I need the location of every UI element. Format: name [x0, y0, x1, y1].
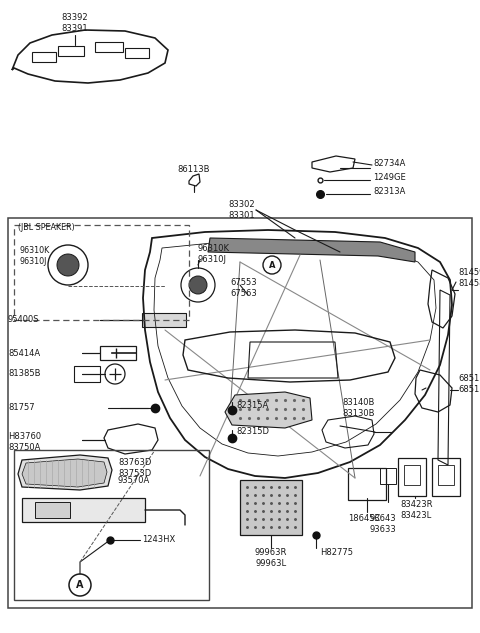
Bar [404, 465, 420, 485]
Text: 83302
83301: 83302 83301 [228, 200, 255, 220]
Bar [438, 465, 454, 485]
Polygon shape [18, 455, 112, 490]
Text: 82315A: 82315A [236, 401, 268, 410]
Polygon shape [225, 392, 312, 428]
Bar [348, 468, 386, 500]
Text: 95400S: 95400S [8, 315, 39, 325]
Circle shape [57, 254, 79, 276]
Text: 68511B
68511A: 68511B 68511A [458, 374, 480, 394]
Text: 85414A: 85414A [8, 349, 40, 358]
Bar [432, 458, 460, 496]
Bar [142, 313, 186, 327]
Text: A: A [76, 580, 84, 590]
Text: H83760
83750A: H83760 83750A [8, 432, 41, 452]
Bar [398, 458, 426, 496]
Bar [125, 48, 149, 58]
Text: (JBL SPEAKER): (JBL SPEAKER) [18, 223, 75, 232]
Polygon shape [22, 459, 107, 487]
Bar [58, 46, 84, 56]
Text: 83423R
83423L: 83423R 83423L [400, 500, 432, 520]
Bar [8, 218, 472, 608]
Polygon shape [35, 502, 70, 518]
Text: A: A [269, 261, 275, 270]
Circle shape [189, 276, 207, 294]
Bar [95, 42, 123, 52]
Bar [74, 366, 100, 382]
Text: 86113B: 86113B [178, 165, 210, 174]
Text: 18645C: 18645C [348, 514, 380, 523]
Text: 1249GE: 1249GE [373, 173, 406, 182]
Bar [32, 52, 56, 62]
Text: 81459
81458: 81459 81458 [458, 268, 480, 288]
Polygon shape [22, 498, 145, 522]
Text: 67553
67563: 67553 67563 [230, 278, 257, 298]
Polygon shape [208, 238, 415, 262]
Text: 83392
83391: 83392 83391 [62, 13, 88, 33]
Text: 96310K
96310J: 96310K 96310J [20, 246, 50, 266]
Text: 93570A: 93570A [118, 476, 150, 485]
Text: 93643
93633: 93643 93633 [370, 514, 397, 534]
Bar [100, 346, 136, 360]
Text: 81757: 81757 [8, 403, 35, 413]
Text: 99963R
99963L: 99963R 99963L [255, 548, 287, 568]
Text: 82313A: 82313A [373, 187, 406, 196]
Text: 83763D
83753D: 83763D 83753D [118, 458, 151, 478]
Text: 96310K
96310J: 96310K 96310J [198, 244, 230, 264]
Text: 83140B
83130B: 83140B 83130B [342, 398, 374, 418]
Text: H82775: H82775 [320, 548, 353, 557]
Text: 82734A: 82734A [373, 158, 406, 168]
Bar [380, 468, 396, 484]
Text: 1243HX: 1243HX [142, 536, 175, 544]
Bar [14, 225, 189, 320]
Bar [14, 450, 209, 600]
Text: 82315D: 82315D [236, 427, 269, 437]
Bar [240, 480, 302, 535]
Text: 81385B: 81385B [8, 370, 40, 379]
